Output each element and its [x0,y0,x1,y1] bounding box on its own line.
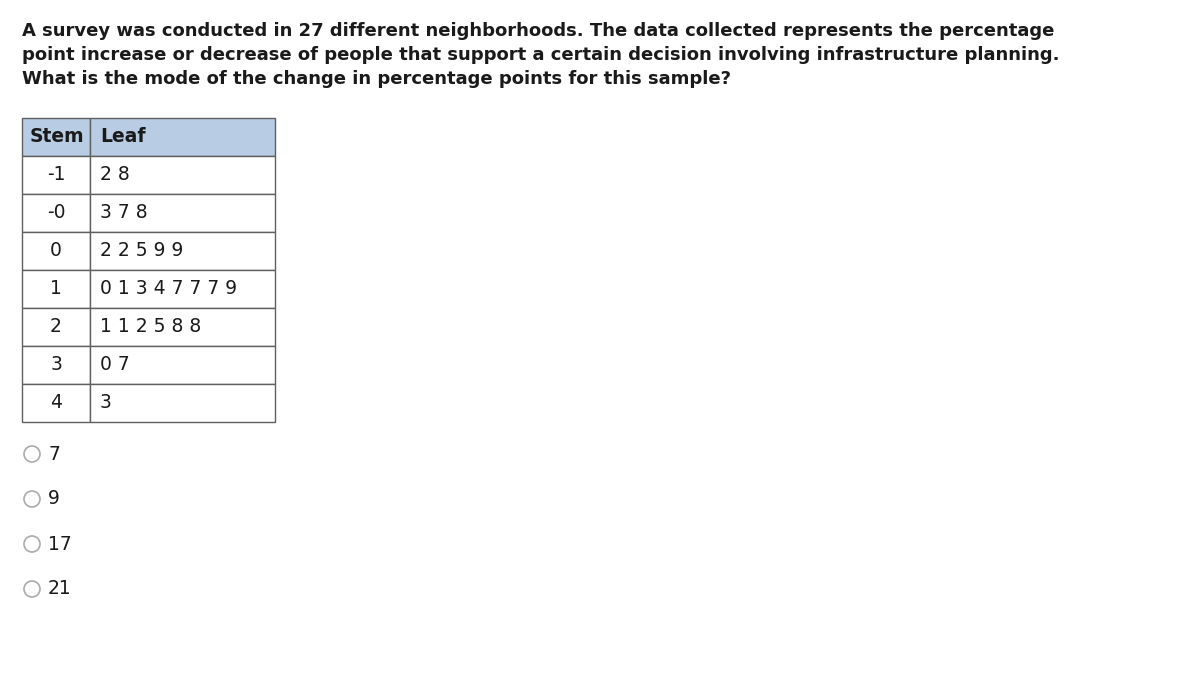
Text: 0 1 3 4 7 7 7 9: 0 1 3 4 7 7 7 9 [100,279,238,298]
Text: What is the mode of the change in percentage points for this sample?: What is the mode of the change in percen… [22,70,731,88]
Text: 0: 0 [50,241,62,261]
Text: 0 7: 0 7 [100,355,130,374]
Bar [90,346,275,384]
Text: 1 1 2 5 8 8: 1 1 2 5 8 8 [100,318,202,337]
Text: Leaf: Leaf [100,128,145,146]
Text: 2: 2 [50,318,62,337]
Text: A survey was conducted in 27 different neighborhoods. The data collected represe: A survey was conducted in 27 different n… [22,22,1055,40]
Bar [22,270,90,308]
Text: -0: -0 [47,204,65,222]
Bar [22,308,90,346]
Bar [90,118,275,156]
Text: 1: 1 [50,279,62,298]
Bar [22,232,90,270]
Text: 4: 4 [50,394,62,413]
Text: 3 7 8: 3 7 8 [100,204,148,222]
Bar [90,270,275,308]
Bar [22,156,90,194]
Text: 7: 7 [48,445,60,464]
Bar [22,346,90,384]
Text: point increase or decrease of people that support a certain decision involving i: point increase or decrease of people tha… [22,46,1060,64]
Bar [90,384,275,422]
Text: 3: 3 [50,355,62,374]
Bar [22,384,90,422]
Text: 9: 9 [48,489,60,509]
Bar [22,194,90,232]
Bar [90,232,275,270]
Bar [90,308,275,346]
Text: 3: 3 [100,394,112,413]
Text: 21: 21 [48,579,72,599]
Text: 2 2 5 9 9: 2 2 5 9 9 [100,241,184,261]
Bar [90,156,275,194]
Text: 17: 17 [48,535,72,553]
Text: Stem: Stem [30,128,85,146]
Bar [22,118,90,156]
Bar [90,194,275,232]
Text: -1: -1 [47,165,65,185]
Text: 2 8: 2 8 [100,165,130,185]
